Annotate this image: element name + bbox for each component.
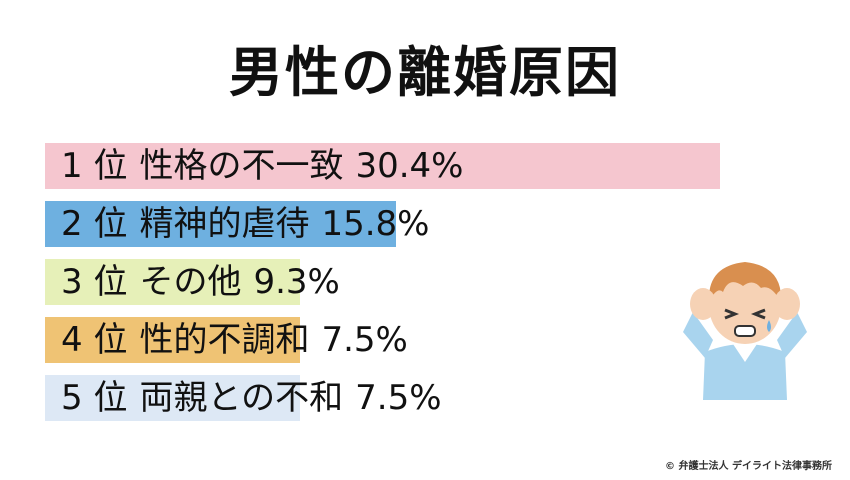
rank-row: 4 位性的不調和 7.5% — [45, 317, 725, 363]
rank-row: 2 位精神的虐待 15.8% — [45, 201, 725, 247]
category-label: 精神的虐待 — [139, 204, 310, 244]
rank-number: 4 位 — [61, 320, 128, 360]
value-label: 9.3% — [253, 262, 340, 302]
rank-bar — [45, 143, 720, 189]
rank-label: 4 位性的不調和 7.5% — [61, 317, 408, 363]
value-label: 15.8% — [321, 204, 430, 244]
copyright-notice: © 弁護士法人 デイライト法律事務所 — [665, 461, 832, 472]
rank-bar — [45, 375, 300, 421]
rank-bar — [45, 259, 300, 305]
rank-number: 2 位 — [61, 204, 128, 244]
rank-number: 5 位 — [61, 378, 128, 418]
rank-bar — [45, 317, 300, 363]
rank-label: 3 位その他 9.3% — [61, 259, 340, 305]
rank-label: 1 位性格の不一致 30.4% — [61, 143, 463, 189]
rank-row: 5 位両親との不和 7.5% — [45, 375, 725, 421]
worried-man-illustration — [683, 262, 807, 400]
category-label: 性的不調和 — [139, 320, 310, 360]
value-label: 7.5% — [321, 320, 408, 360]
rank-label: 5 位両親との不和 7.5% — [61, 375, 442, 421]
value-label: 30.4% — [355, 146, 464, 186]
rank-bar — [45, 201, 396, 247]
rank-number: 3 位 — [61, 262, 128, 302]
rank-label: 2 位精神的虐待 15.8% — [61, 201, 429, 247]
category-label: 両親との不和 — [139, 378, 344, 418]
category-label: その他 — [139, 262, 242, 302]
rank-number: 1 位 — [61, 146, 128, 186]
value-label: 7.5% — [355, 378, 442, 418]
chart-title: 男性の離婚原因 — [229, 41, 621, 104]
rank-row: 1 位性格の不一致 30.4% — [45, 143, 725, 189]
category-label: 性格の不一致 — [139, 146, 344, 186]
rank-row: 3 位その他 9.3% — [45, 259, 725, 305]
